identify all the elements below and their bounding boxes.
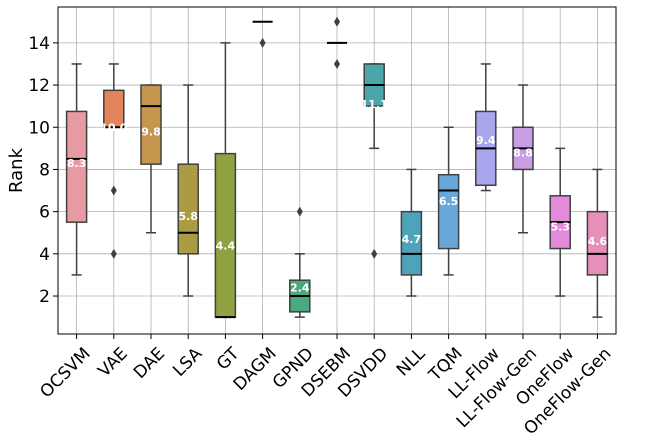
y-tick-label: 14 [28,34,50,54]
mean-label: 9.8 [141,125,161,138]
y-tick-label: 8 [39,160,50,180]
box-iqr [140,84,162,165]
grid-lines [58,7,616,334]
mean-label: 5.3 [550,220,570,233]
box-ll-flow: 9.4 [475,63,497,192]
box-vae: 10.0 [100,63,128,259]
box-ll-flow-gen: 8.8 [512,84,534,234]
mean-label: 11.1 [361,98,388,111]
outlier-marker [259,37,266,48]
y-tick-label: 2 [39,287,50,307]
box-gt: 4.4 [214,42,237,319]
box-dagm [252,20,273,48]
box-gpnd: 2.4 [289,206,311,318]
mean-label: 4.6 [588,235,608,248]
outlier-marker [334,58,340,69]
y-tick-label: 6 [39,203,50,223]
mean-label: 5.8 [178,210,198,223]
mean-label: 4.7 [402,233,422,246]
x-tick-label: OCSVM [36,344,94,402]
mean-label: 8.8 [513,147,533,160]
mean-label: 9.4 [476,134,496,147]
outlier-marker [296,206,303,217]
box-oneflow: 5.3 [549,147,571,297]
box-iqr [400,210,423,276]
box-iqr [177,163,199,255]
box-dsebm [327,16,347,69]
x-tick-label: GT [213,343,244,374]
x-tick-label: DAGM [230,344,281,395]
y-tick-label: 4 [39,245,50,265]
box-iqr [65,110,88,223]
x-tick-label: NLL [393,344,430,381]
x-tick-label: LSA [169,344,206,381]
box-dae: 9.8 [140,84,162,234]
box-tqm: 6.5 [437,126,460,276]
box-series: 8.3 10.0 9.8 5.8 4.4 2.4 11.1 4.7 6.5 9.4 8.8 5.3 4.… [65,16,609,319]
box-oneflow-gen: 4.6 [586,168,609,318]
outlier-marker [110,248,117,259]
y-axis-label: Rank [6,147,27,193]
outlier-marker [334,16,340,27]
box-iqr [437,173,460,250]
y-axis-ticks: 2 4 6 8 10 12 14 [28,34,58,307]
box-iqr [214,152,237,318]
x-tick-label: VAE [94,344,131,381]
mean-label: 8.3 [67,157,87,170]
box-nll: 4.7 [400,168,423,297]
outlier-marker [110,185,117,196]
box-ocsvm: 8.3 [65,63,88,276]
box-lsa: 5.8 [177,84,199,297]
y-tick-label: 10 [28,118,50,138]
mean-label: 10.0 [100,121,127,134]
box-dsvdd: 11.1 [361,63,388,259]
mean-label: 6.5 [439,195,459,208]
x-tick-label: DAE [130,344,169,383]
box-iqr [586,210,609,276]
y-tick-label: 12 [28,76,50,96]
mean-label: 4.4 [216,239,236,252]
outlier-marker [371,248,378,259]
mean-label: 2.4 [290,282,310,295]
